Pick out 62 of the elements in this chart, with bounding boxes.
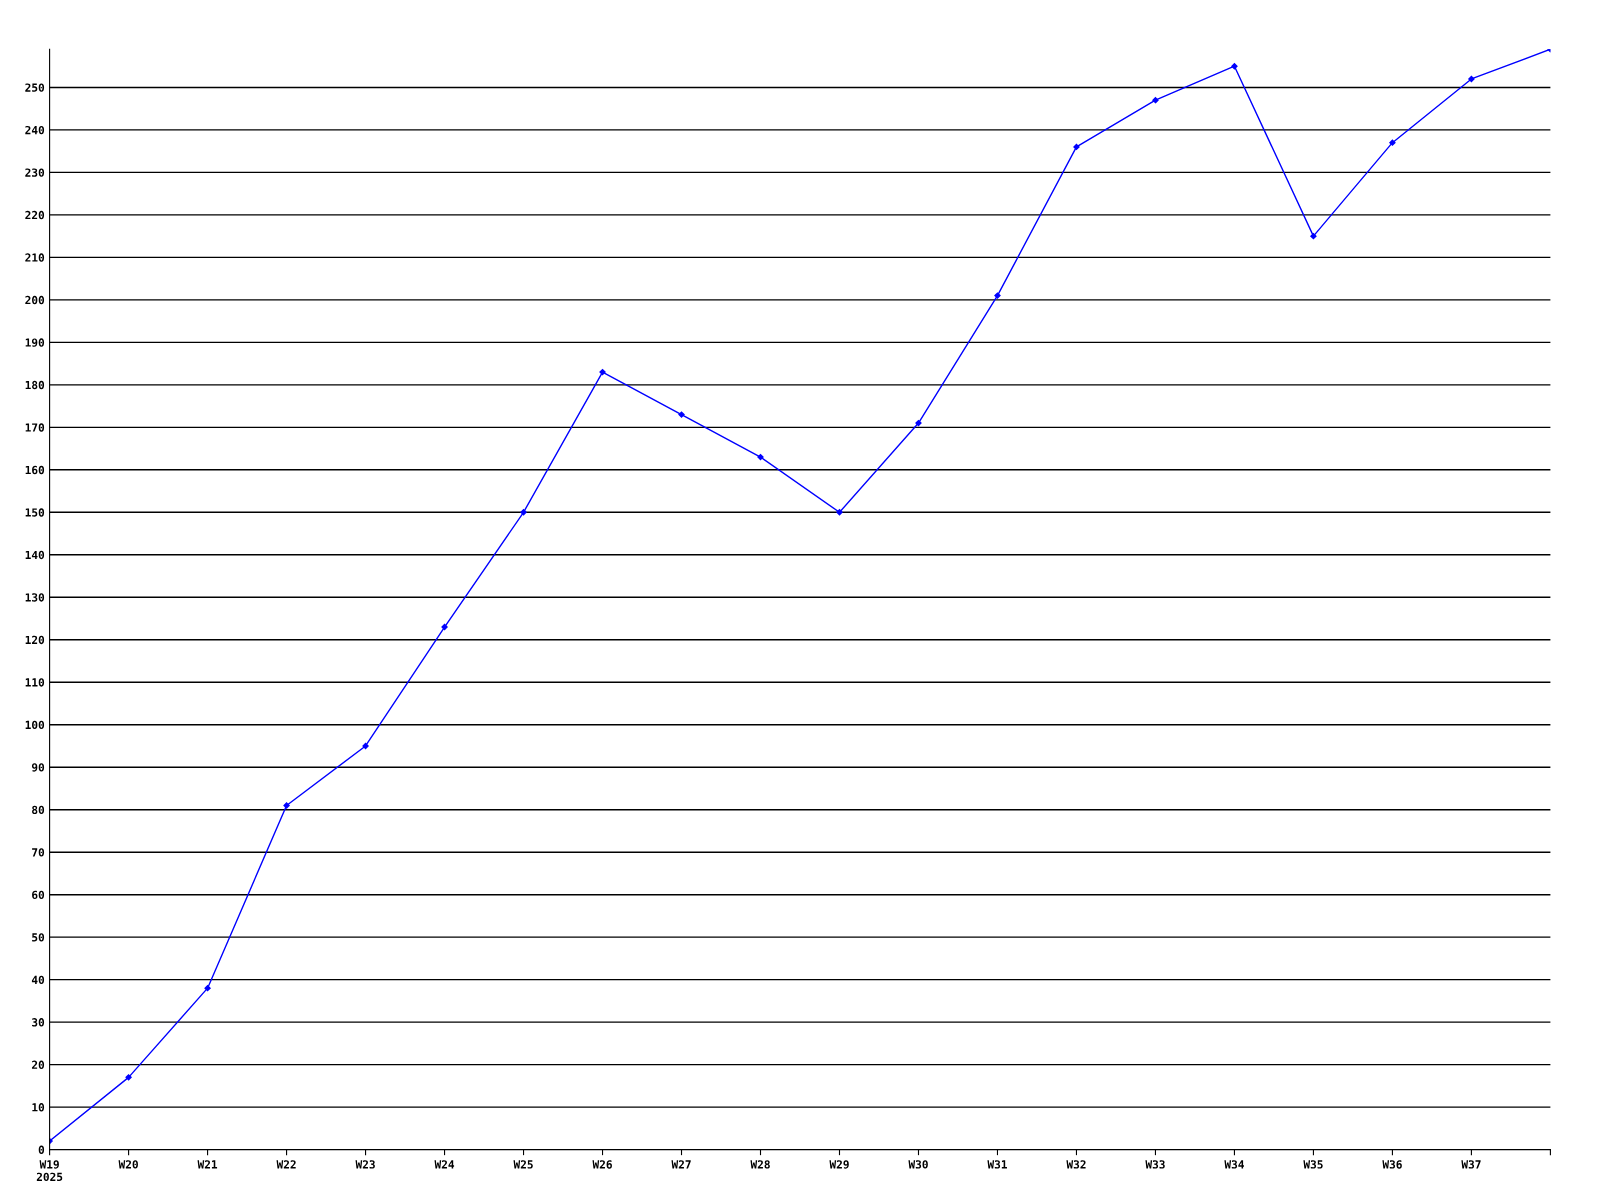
point: [678, 411, 685, 418]
y-tick-label: 140: [25, 550, 45, 560]
y-tick-label: 100: [25, 720, 45, 730]
y-tick-label: 110: [25, 678, 45, 687]
point: [599, 368, 606, 376]
x-tick-label: W35: [1303, 1160, 1323, 1169]
point: [362, 742, 369, 750]
y-tick-label: 180: [25, 380, 45, 390]
y-tick-label: 160: [25, 465, 45, 475]
y-tick-label: 130: [25, 593, 45, 602]
y-tick-label: 70: [32, 848, 45, 857]
y-tick-label: 30: [32, 1018, 45, 1027]
y-tick-label: 0: [38, 1145, 45, 1154]
y-tick-label: 190: [25, 338, 45, 347]
point: [1468, 75, 1475, 83]
point: [836, 509, 843, 516]
y-tick-label: 230: [25, 168, 45, 177]
y-tick-label: 20: [31, 1060, 45, 1070]
y-tick-label: 240: [25, 125, 45, 135]
point: [1152, 97, 1159, 104]
y-tick-label: 210: [25, 253, 45, 262]
y-tick-label: 10: [32, 1103, 45, 1112]
y-tick-label: 60: [32, 890, 45, 900]
x-tick-label: W19 2025: [36, 1160, 63, 1182]
x-tick-label: W33: [1145, 1160, 1165, 1169]
x-tick-label: W28: [750, 1160, 770, 1169]
point: [757, 453, 764, 461]
x-tick-label: W25: [513, 1160, 533, 1169]
point: [125, 1074, 132, 1081]
y-tick-label: 80: [32, 805, 45, 815]
point: [520, 509, 527, 516]
x-tick-label: W30: [908, 1160, 928, 1169]
x-tick-label: W20: [118, 1160, 138, 1169]
point: [915, 419, 922, 427]
y-tick-label: 120: [25, 635, 45, 645]
point: [1310, 232, 1317, 240]
x-tick-label: W29: [829, 1160, 849, 1169]
point: [1231, 63, 1238, 70]
x-tick-label: W23: [355, 1160, 375, 1169]
x-tick-label: W27: [671, 1160, 691, 1169]
point: [1073, 143, 1080, 151]
x-tick-label: W31: [987, 1160, 1007, 1169]
y-tick-label: 50: [32, 933, 45, 942]
x-tick-label: W22: [276, 1160, 296, 1169]
y-tick-label: 150: [25, 508, 45, 517]
y-tick-label: 90: [31, 763, 45, 772]
y-tick-label: 40: [31, 975, 45, 985]
point: [1389, 139, 1396, 146]
x-tick-label: W24: [434, 1160, 455, 1169]
x-tick-label: W26: [592, 1160, 612, 1169]
y-tick-label: 200: [25, 295, 45, 305]
y-tick-label: 220: [25, 210, 45, 220]
x-tick-label: W36: [1382, 1160, 1402, 1169]
x-tick-label: W21: [197, 1160, 218, 1169]
y-tick-label: 250: [25, 83, 45, 92]
y-tick-label: 170: [25, 423, 45, 432]
x-tick-label: W32: [1066, 1160, 1086, 1169]
point: [283, 802, 290, 809]
x-tick-label: W34: [1224, 1160, 1244, 1169]
x-tick-label: W37: [1461, 1160, 1481, 1169]
point: [204, 985, 211, 992]
point: [994, 292, 1001, 299]
